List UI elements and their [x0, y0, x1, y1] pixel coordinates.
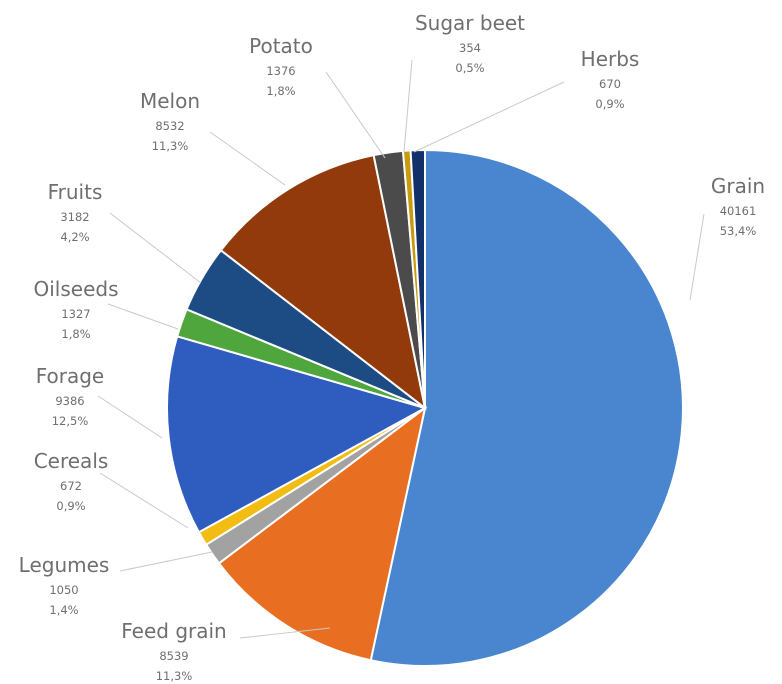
label-name-grain: Grain: [711, 174, 765, 198]
label-value-grain: 40161: [720, 204, 757, 218]
label-percent-oilseeds: 1,8%: [61, 327, 90, 341]
label-percent-herbs: 0,9%: [595, 97, 624, 111]
label-percent-potato: 1,8%: [266, 84, 295, 98]
label-value-fruits: 3182: [60, 210, 89, 224]
label-percent-cereals: 0,9%: [56, 499, 85, 513]
label-percent-grain: 53,4%: [720, 224, 757, 238]
label-value-melon: 8532: [155, 119, 184, 133]
label-name-herbs: Herbs: [581, 47, 640, 71]
label-name-legumes: Legumes: [19, 553, 110, 577]
label-percent-sugar-beet: 0,5%: [455, 61, 484, 75]
label-name-oilseeds: Oilseeds: [34, 277, 119, 301]
label-percent-forage: 12,5%: [52, 414, 89, 428]
label-name-sugar-beet: Sugar beet: [415, 11, 525, 35]
label-name-feed-grain: Feed grain: [121, 619, 226, 643]
leader-line-forage: [97, 395, 163, 439]
leader-lines: [97, 59, 705, 639]
slice-grain: [369, 148, 684, 667]
leader-line-oilseeds: [107, 303, 179, 330]
slice-melon: [219, 153, 427, 411]
leader-line-fruits: [109, 212, 202, 284]
label-name-potato: Potato: [249, 34, 313, 58]
label-name-cereals: Cereals: [34, 449, 109, 473]
label-name-melon: Melon: [140, 89, 200, 113]
leader-line-potato: [325, 71, 386, 159]
label-percent-legumes: 1,4%: [49, 603, 78, 617]
leader-line-sugar-beet: [403, 59, 413, 153]
label-value-potato: 1376: [266, 64, 295, 78]
label-value-herbs: 670: [599, 77, 621, 91]
label-name-fruits: Fruits: [48, 180, 103, 204]
leader-line-grain: [689, 213, 705, 301]
label-value-oilseeds: 1327: [61, 307, 90, 321]
label-value-feed-grain: 8539: [159, 649, 188, 663]
leader-line-legumes: [119, 551, 213, 572]
leader-line-feed-grain: [239, 627, 331, 639]
label-value-forage: 9386: [55, 394, 84, 408]
slice-labels: Grain 40161 53,4% Feed grain 8539 11,3% Legume…: [19, 11, 765, 683]
slice-forage: [166, 335, 428, 534]
slice-feed-grain: [217, 405, 427, 662]
label-value-legumes: 1050: [49, 583, 78, 597]
label-value-sugar-beet: 354: [459, 41, 481, 55]
label-percent-feed-grain: 11,3%: [156, 669, 193, 683]
leader-line-cereals: [99, 472, 189, 529]
label-name-forage: Forage: [36, 364, 105, 388]
pie-slices: [166, 148, 684, 667]
label-percent-melon: 11,3%: [152, 139, 189, 153]
leader-line-melon: [209, 131, 286, 186]
label-value-cereals: 672: [60, 479, 82, 493]
label-percent-fruits: 4,2%: [60, 230, 89, 244]
leader-line-herbs: [413, 81, 565, 153]
